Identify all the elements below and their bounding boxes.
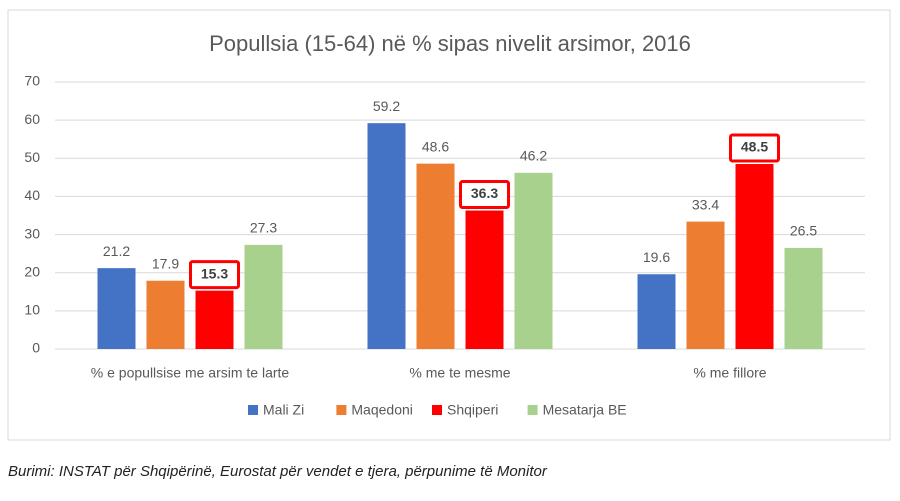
chart-title: Popullsia (15-64) në % sipas nivelit ars… — [209, 31, 691, 56]
x-tick-label: % me te mesme — [409, 365, 510, 381]
y-tick-label: 10 — [24, 302, 40, 318]
bar — [465, 210, 504, 349]
bar — [97, 268, 136, 349]
bar — [195, 290, 234, 349]
data-label: 48.6 — [422, 138, 449, 154]
x-tick-label: % e popullsise me arsim te larte — [91, 365, 290, 381]
bar — [244, 244, 283, 349]
y-tick-label: 60 — [24, 111, 40, 127]
y-tick-label: 70 — [24, 73, 40, 89]
bar — [784, 247, 823, 349]
bar — [735, 164, 774, 349]
bar — [686, 221, 725, 349]
legend-label: Mesatarja BE — [543, 402, 627, 418]
y-tick-label: 20 — [24, 263, 40, 279]
data-label: 21.2 — [103, 243, 130, 259]
highlight-box — [459, 180, 510, 210]
legend-swatch — [527, 405, 538, 415]
data-label: 33.4 — [692, 196, 719, 212]
legend-label: Shqiperi — [447, 402, 498, 418]
bar — [637, 274, 676, 349]
legend-swatch — [248, 405, 258, 415]
source-note: Burimi: INSTAT për Shqipërinë, Eurostat … — [8, 463, 548, 480]
bar — [416, 163, 455, 349]
data-label: 15.3 — [201, 265, 228, 281]
data-label: 17.9 — [152, 255, 179, 271]
highlight-box — [189, 260, 240, 290]
legend-swatch — [432, 405, 442, 415]
data-label: 59.2 — [373, 98, 400, 114]
y-tick-label: 50 — [24, 149, 40, 165]
bar — [367, 123, 406, 350]
y-tick-label: 0 — [32, 340, 40, 356]
legend-label: Mali Zi — [263, 402, 304, 418]
y-tick-label: 30 — [24, 225, 40, 241]
y-tick-label: 40 — [24, 187, 40, 203]
highlight-box — [729, 133, 780, 163]
bar — [514, 172, 553, 349]
x-tick-label: % me fillore — [693, 365, 766, 381]
legend-swatch — [336, 405, 347, 415]
data-label: 46.2 — [520, 147, 547, 163]
data-label: 48.5 — [741, 139, 768, 155]
data-label: 26.5 — [790, 223, 817, 239]
bar — [146, 280, 185, 349]
data-label: 36.3 — [471, 185, 498, 201]
legend-label: Maqedoni — [351, 402, 413, 418]
data-label: 19.6 — [643, 249, 670, 265]
data-label: 27.3 — [250, 220, 277, 236]
